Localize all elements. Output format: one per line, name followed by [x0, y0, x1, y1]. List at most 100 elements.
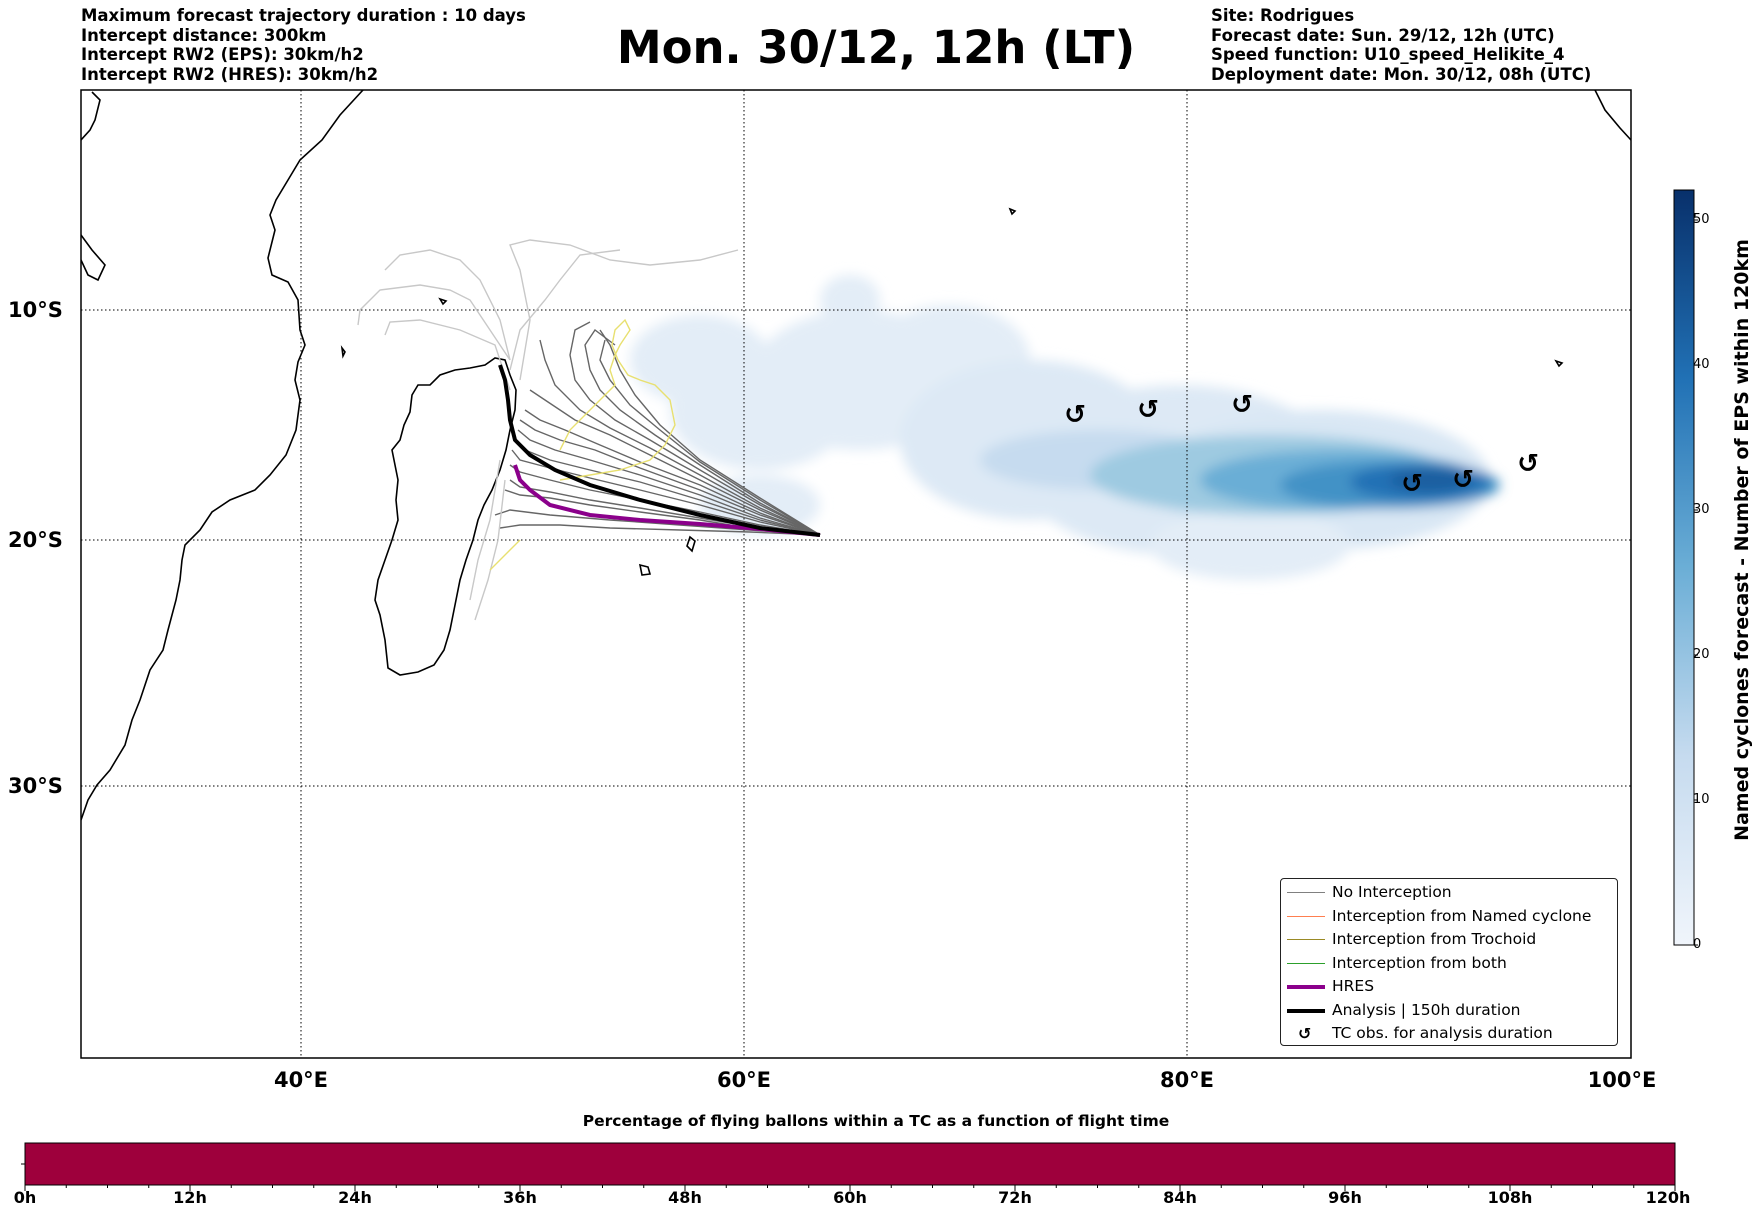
- colorbar: [1673, 189, 1698, 946]
- header-left-line: Maximum forecast trajectory duration : 1…: [81, 6, 526, 25]
- legend-label: Interception from both: [1332, 953, 1507, 972]
- legend-swatch: [1287, 962, 1325, 964]
- legend-item: ↺ TC obs. for analysis duration: [1281, 1022, 1617, 1046]
- header-right-line: Forecast date: Sun. 29/12, 12h (UTC): [1211, 25, 1555, 45]
- eps-trajectory: [511, 449, 821, 536]
- colorbar-gradient: [1673, 189, 1695, 946]
- eps-trajectory: [529, 389, 821, 536]
- eps-trajectory: [584, 328, 821, 536]
- bar-tick-label: 108h: [1487, 1188, 1533, 1207]
- cyclone-icon: ↺: [1231, 390, 1253, 420]
- arabia-coastline-2: [81, 234, 106, 282]
- header-right-line: Speed function: U10_speed_Helikite_4: [1211, 45, 1565, 64]
- colorbar-tick-label: 10: [1693, 792, 1710, 807]
- legend-label: TC obs. for analysis duration: [1332, 1024, 1553, 1042]
- legend-swatch: [1287, 915, 1325, 917]
- eps-trajectory: [569, 321, 821, 536]
- long-trajectories: [357, 239, 739, 621]
- legend-label: No Interception: [1332, 883, 1452, 901]
- legend-swatch: [1287, 892, 1325, 893]
- chart-title: Mon. 30/12, 12h (LT): [616, 21, 1136, 74]
- colorbar-tick-label: 30: [1693, 502, 1710, 517]
- colorbar-tick-label: 20: [1693, 647, 1710, 662]
- java-coastline: [1594, 90, 1631, 141]
- eps-trajectory: [509, 464, 821, 536]
- legend-item: No Interception: [1281, 881, 1617, 905]
- cyclone-icon: ↺: [1517, 449, 1539, 479]
- colorbar-tick-label: 50: [1693, 212, 1710, 227]
- eps-trajectory: [519, 419, 821, 536]
- legend-item: Interception from Named cyclone: [1281, 905, 1617, 929]
- bar-tick-label: 24h: [338, 1188, 372, 1207]
- legend-label: Analysis | 150h duration: [1332, 1000, 1521, 1019]
- bar-tick-label: 12h: [173, 1188, 207, 1207]
- header-left-line: Intercept distance: 300km: [81, 25, 327, 45]
- legend-swatch: [1287, 1008, 1325, 1013]
- bar-tick-label: 60h: [833, 1188, 867, 1207]
- header-left-line: Intercept RW2 (HRES): 30km/h2: [81, 64, 379, 84]
- cyclone-icon: ↺: [1401, 469, 1423, 499]
- comoros-island: [340, 345, 346, 359]
- colorbar-tick-label: 40: [1693, 357, 1710, 372]
- legend-label: HRES: [1332, 977, 1375, 995]
- long-trajectory: [384, 249, 511, 361]
- cyclone-icon: ↺: [1298, 1024, 1312, 1043]
- eps-trajectory: [524, 409, 821, 536]
- long-trajectory: [509, 239, 739, 381]
- bar-tick-label: 84h: [1163, 1188, 1197, 1207]
- chagos-island: [1008, 207, 1017, 216]
- yellow-trajectory: [559, 318, 676, 481]
- eps-trajectory: [539, 339, 821, 536]
- reunion-island: [638, 563, 652, 576]
- long-trajectory: [357, 284, 511, 361]
- legend-item: Interception from Trochoid: [1281, 928, 1617, 952]
- long-trajectory: [469, 459, 501, 601]
- africa-coastline: [81, 90, 364, 821]
- legend-item: HRES: [1281, 975, 1617, 999]
- seychelles-island: [438, 297, 448, 306]
- long-trajectory: [509, 249, 621, 371]
- legend-swatch: [1287, 985, 1325, 989]
- header-left: Maximum forecast trajectory duration : 1…: [81, 6, 526, 84]
- density-blob: [1390, 468, 1470, 492]
- bar-title: Percentage of flying ballons within a TC…: [582, 1112, 1170, 1130]
- lon-tick-label: 80°E: [1159, 1068, 1215, 1092]
- cyclone-icon: ↺: [1452, 465, 1474, 495]
- lon-tick-label: 100°E: [1587, 1068, 1657, 1092]
- legend-label: Interception from Named cyclone: [1332, 906, 1592, 925]
- header-right: Site: Rodrigues Forecast date: Sun. 29/1…: [1211, 6, 1591, 84]
- tc-observations: ↺ ↺ ↺ ↺ ↺ ↺: [1064, 390, 1539, 499]
- bar-tick-label: 72h: [998, 1188, 1032, 1207]
- yellow-trajectories: [489, 318, 676, 571]
- bar-tick-label: 96h: [1328, 1188, 1362, 1207]
- colorbar-tick-label: 0: [1693, 937, 1702, 952]
- analysis-track: [498, 364, 821, 537]
- colorbar-label: Named cyclones forecast - Number of EPS …: [1731, 239, 1752, 841]
- mauritius-island: [686, 535, 696, 553]
- bar-tick-label: 48h: [668, 1188, 702, 1207]
- legend: No Interception Interception from Named …: [1280, 878, 1618, 1046]
- cyclone-density-field: [630, 275, 1500, 580]
- map-frame: [80, 89, 1632, 1059]
- eps-trajectory: [599, 329, 821, 536]
- header-left-line: Intercept RW2 (EPS): 30km/h2: [81, 45, 364, 64]
- long-trajectory: [474, 479, 506, 621]
- density-blob: [1150, 510, 1350, 580]
- legend-label: Interception from Trochoid: [1332, 930, 1537, 948]
- flight-time-bar: [21, 1142, 1676, 1191]
- header-right-line: Deployment date: Mon. 30/12, 08h (UTC): [1211, 64, 1592, 84]
- bar-tick-label: 0h: [13, 1188, 37, 1207]
- eps-trajectory: [499, 524, 821, 536]
- cyclone-icon: ↺: [1137, 395, 1159, 425]
- madagascar-coastline: [374, 357, 517, 676]
- arabia-coastline: [81, 91, 101, 141]
- lat-tick-label: 30°S: [8, 774, 63, 798]
- cocos-island: [1554, 359, 1564, 368]
- lat-tick-label: 20°S: [8, 528, 63, 552]
- header-right-line: Site: Rodrigues: [1211, 6, 1355, 25]
- legend-item: Interception from both: [1281, 952, 1617, 976]
- bar-tick-label: 36h: [503, 1188, 537, 1207]
- coastlines: [81, 90, 1631, 821]
- map-gridlines: [81, 90, 1631, 1058]
